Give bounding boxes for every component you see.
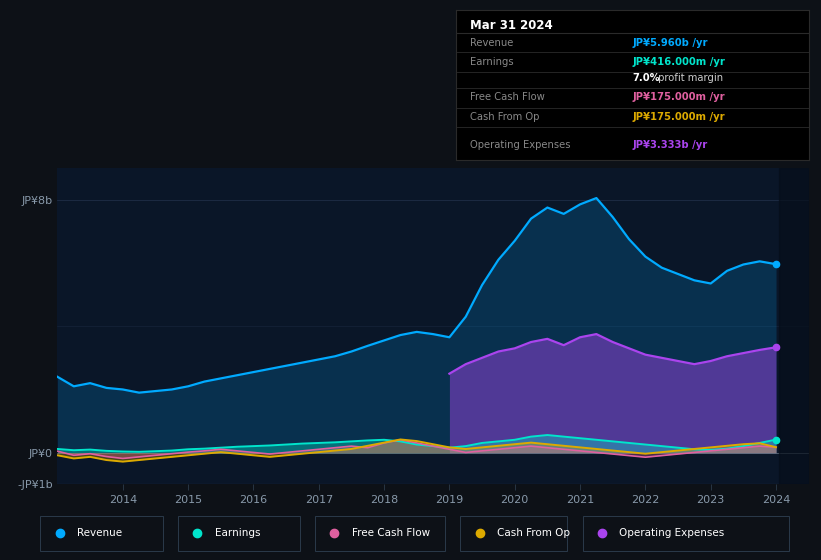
- Text: Mar 31 2024: Mar 31 2024: [470, 19, 553, 32]
- Text: Free Cash Flow: Free Cash Flow: [470, 92, 544, 102]
- Text: JP¥175.000m /yr: JP¥175.000m /yr: [632, 112, 725, 122]
- Text: Earnings: Earnings: [214, 529, 260, 538]
- Text: Revenue: Revenue: [77, 529, 122, 538]
- Text: Cash From Op: Cash From Op: [497, 529, 570, 538]
- Text: JP¥5.960b /yr: JP¥5.960b /yr: [632, 38, 708, 48]
- Text: Cash From Op: Cash From Op: [470, 112, 539, 122]
- Text: Free Cash Flow: Free Cash Flow: [352, 529, 430, 538]
- Text: Operating Expenses: Operating Expenses: [619, 529, 724, 538]
- Bar: [779, 168, 809, 484]
- Text: JP¥3.333b /yr: JP¥3.333b /yr: [632, 141, 708, 150]
- Text: Operating Expenses: Operating Expenses: [470, 141, 571, 150]
- Text: Earnings: Earnings: [470, 57, 513, 67]
- Text: JP¥416.000m /yr: JP¥416.000m /yr: [632, 57, 725, 67]
- Text: JP¥175.000m /yr: JP¥175.000m /yr: [632, 92, 725, 102]
- Text: 7.0%: 7.0%: [632, 73, 660, 83]
- Text: profit margin: profit margin: [655, 73, 723, 83]
- Text: Revenue: Revenue: [470, 38, 513, 48]
